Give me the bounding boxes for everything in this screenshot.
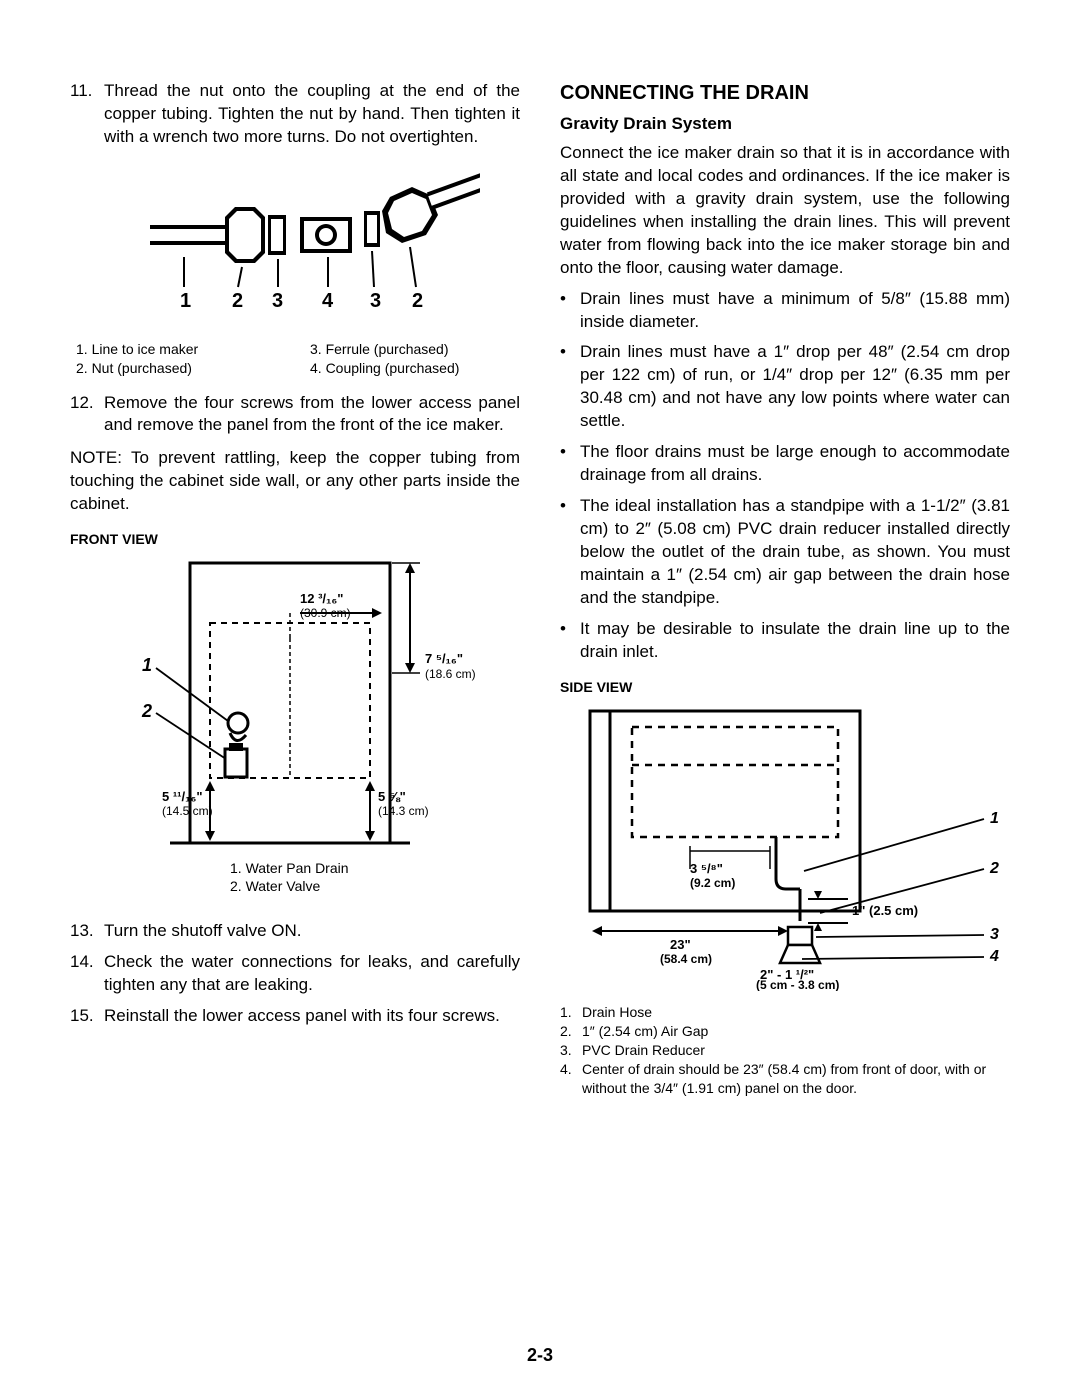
- svg-text:1: 1: [180, 290, 191, 312]
- svg-text:2. Water Valve: 2. Water Valve: [230, 878, 320, 894]
- svg-text:2: 2: [989, 860, 999, 877]
- svg-text:(14.3 cm): (14.3 cm): [378, 804, 429, 818]
- step-number: 13.: [70, 920, 104, 943]
- svg-text:(18.6 cm): (18.6 cm): [425, 667, 476, 681]
- svg-text:12 ³/₁₆": 12 ³/₁₆": [300, 591, 343, 606]
- bullet-text: It may be desirable to insulate the drai…: [580, 618, 1010, 664]
- note-text: NOTE: To prevent rattling, keep the copp…: [70, 447, 520, 516]
- svg-text:23": 23": [670, 937, 691, 952]
- bullet-text: Drain lines must have a 1″ drop per 48″ …: [580, 341, 1010, 433]
- coupling-legend: 1. Line to ice maker 2. Nut (purchased) …: [76, 340, 520, 378]
- svg-text:3: 3: [272, 290, 283, 312]
- front-view-figure: 12 ³/₁₆" (30.9 cm) 7 ⁵/₁₆" (18.6 cm) 5 ¹…: [70, 553, 520, 920]
- left-column: 11. Thread the nut onto the coupling at …: [70, 80, 520, 1098]
- step-15: 15. Reinstall the lower access panel wit…: [70, 1005, 520, 1028]
- svg-text:1: 1: [990, 810, 999, 827]
- bullet-text: The ideal installation has a standpipe w…: [580, 495, 1010, 610]
- side-view-figure: 3 ⁵/⁸" (9.2 cm) 1" (2.5 cm) 23" (58.4 cm…: [560, 701, 1010, 998]
- subsection-title: Gravity Drain System: [560, 113, 1010, 136]
- legend-text: Center of drain should be 23″ (58.4 cm) …: [582, 1060, 1010, 1098]
- svg-text:1" (2.5 cm): 1" (2.5 cm): [852, 903, 918, 918]
- svg-text:3: 3: [990, 926, 999, 943]
- bullet-text: Drain lines must have a minimum of 5/8″ …: [580, 288, 1010, 334]
- step-number: 15.: [70, 1005, 104, 1028]
- bullet-dot: •: [560, 618, 580, 664]
- step-14: 14. Check the water connections for leak…: [70, 951, 520, 997]
- svg-text:1. Water Pan Drain: 1. Water Pan Drain: [230, 860, 349, 876]
- svg-text:4: 4: [989, 948, 999, 965]
- legend-num: 2.: [560, 1022, 582, 1041]
- svg-text:(5 cm - 3.8 cm): (5 cm - 3.8 cm): [756, 978, 839, 991]
- legend-item: 1. Line to ice maker: [76, 340, 286, 359]
- step-text: Remove the four screws from the lower ac…: [104, 392, 520, 438]
- step-text: Reinstall the lower access panel with it…: [104, 1005, 520, 1028]
- svg-text:(14.5 cm): (14.5 cm): [162, 804, 213, 818]
- svg-text:3 ⁵/⁸": 3 ⁵/⁸": [690, 861, 723, 876]
- step-text: Thread the nut onto the coupling at the …: [104, 80, 520, 149]
- legend-item: 2. Nut (purchased): [76, 359, 286, 378]
- legend-text: Drain Hose: [582, 1003, 652, 1022]
- right-column: CONNECTING THE DRAIN Gravity Drain Syste…: [560, 80, 1010, 1098]
- step-text: Turn the shutoff valve ON.: [104, 920, 520, 943]
- svg-text:2: 2: [412, 290, 423, 312]
- bullet-dot: •: [560, 341, 580, 433]
- side-view-title: SIDE VIEW: [560, 678, 1010, 697]
- step-13: 13. Turn the shutoff valve ON.: [70, 920, 520, 943]
- step-number: 12.: [70, 392, 104, 438]
- svg-text:2: 2: [232, 290, 243, 312]
- svg-text:5 ⅝": 5 ⅝": [378, 789, 406, 804]
- step-number: 11.: [70, 80, 104, 149]
- legend-text: 1″ (2.54 cm) Air Gap: [582, 1022, 708, 1041]
- bullet-dot: •: [560, 288, 580, 334]
- step-11: 11. Thread the nut onto the coupling at …: [70, 80, 520, 149]
- bullet-dot: •: [560, 441, 580, 487]
- svg-text:2: 2: [141, 701, 152, 721]
- svg-text:1: 1: [142, 655, 152, 675]
- step-number: 14.: [70, 951, 104, 997]
- step-12: 12. Remove the four screws from the lowe…: [70, 392, 520, 438]
- coupling-figure: 1 2 3 4 3 2: [110, 157, 520, 334]
- legend-num: 1.: [560, 1003, 582, 1022]
- svg-text:3: 3: [370, 290, 381, 312]
- legend-num: 4.: [560, 1060, 582, 1098]
- step-text: Check the water connections for leaks, a…: [104, 951, 520, 997]
- legend-num: 3.: [560, 1041, 582, 1060]
- svg-text:7 ⁵/₁₆": 7 ⁵/₁₆": [425, 651, 463, 666]
- svg-text:4: 4: [322, 290, 334, 312]
- section-title: CONNECTING THE DRAIN: [560, 80, 1010, 107]
- legend-item: 4. Coupling (purchased): [310, 359, 520, 378]
- svg-text:5 ¹¹/₁₆": 5 ¹¹/₁₆": [162, 789, 203, 804]
- side-view-legend: 1.Drain Hose 2.1″ (2.54 cm) Air Gap 3.PV…: [560, 1003, 1010, 1097]
- page-number: 2-3: [0, 1343, 1080, 1367]
- front-view-title: FRONT VIEW: [70, 530, 520, 549]
- bullet-text: The floor drains must be large enough to…: [580, 441, 1010, 487]
- legend-text: PVC Drain Reducer: [582, 1041, 705, 1060]
- svg-text:(58.4 cm): (58.4 cm): [660, 952, 712, 966]
- svg-text:(9.2 cm): (9.2 cm): [690, 876, 735, 890]
- legend-item: 3. Ferrule (purchased): [310, 340, 520, 359]
- bullet-dot: •: [560, 495, 580, 610]
- intro-paragraph: Connect the ice maker drain so that it i…: [560, 142, 1010, 280]
- svg-text:(30.9 cm): (30.9 cm): [300, 606, 351, 620]
- bullet-list: •Drain lines must have a minimum of 5/8″…: [560, 288, 1010, 664]
